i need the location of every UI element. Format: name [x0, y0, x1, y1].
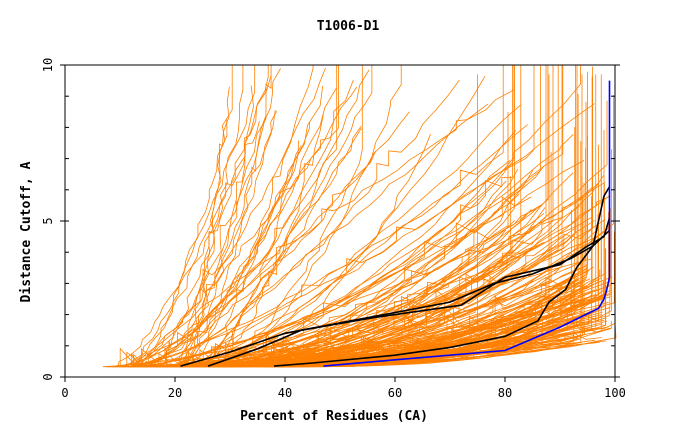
model-curve	[115, 111, 410, 368]
model-curve	[278, 276, 613, 368]
model-curve	[209, 145, 302, 367]
model-curve	[188, 86, 230, 368]
model-curve	[111, 65, 338, 368]
model-curve	[202, 68, 281, 367]
model-curve	[230, 65, 515, 368]
model-curve	[113, 65, 256, 368]
model-curve	[127, 65, 504, 368]
model-curve	[163, 100, 608, 367]
y-tick-label: 0	[41, 373, 55, 380]
model-curve	[197, 65, 513, 368]
model-curve	[136, 65, 233, 368]
x-tick-label: 100	[604, 386, 626, 400]
model-curve	[187, 126, 362, 368]
model-curve	[198, 326, 609, 368]
model-curve	[122, 134, 574, 368]
x-tick-label: 60	[388, 386, 402, 400]
model-curve	[134, 109, 276, 368]
x-axis-label: Percent of Residues (CA)	[240, 409, 428, 424]
model-curve	[190, 65, 576, 368]
y-tick-label: 5	[41, 217, 55, 224]
model-curve	[154, 79, 460, 368]
model-curve	[133, 87, 337, 368]
model-curve	[240, 165, 545, 368]
model-curve	[168, 75, 486, 368]
model-curves	[102, 65, 617, 368]
highlight-curve-2	[207, 217, 611, 367]
model-curve	[166, 104, 522, 367]
model-curve	[171, 65, 314, 368]
model-curve	[296, 332, 602, 368]
highlight-curve-3	[273, 186, 611, 367]
model-curve	[197, 266, 594, 368]
model-curve	[201, 66, 593, 368]
model-curve	[200, 114, 324, 368]
model-curve	[180, 103, 489, 368]
model-curve	[146, 301, 609, 368]
highlighted-curves	[180, 80, 611, 367]
model-curve	[131, 75, 272, 367]
model-curve	[172, 65, 272, 368]
model-curve	[105, 65, 559, 368]
model-curve	[151, 65, 269, 367]
model-curve	[112, 127, 362, 368]
model-curve	[230, 218, 606, 368]
x-tick-label: 20	[168, 386, 182, 400]
model-curve	[127, 121, 260, 367]
model-curve	[142, 196, 532, 368]
model-curve	[142, 65, 522, 368]
y-tick-label: 10	[41, 58, 55, 72]
x-tick-label: 80	[498, 386, 512, 400]
model-curve	[153, 288, 582, 368]
model-curve	[130, 103, 595, 368]
model-curve	[136, 65, 339, 368]
model-curve	[303, 292, 583, 368]
model-curve	[167, 65, 581, 368]
y-axis-label: Distance Cutoff, A	[19, 161, 34, 302]
model-curve	[189, 276, 539, 368]
model-curve	[172, 65, 244, 368]
highlight-curve-4	[323, 80, 611, 367]
model-curve	[132, 82, 515, 367]
highlight-curve-1	[180, 229, 611, 367]
axes: 0 20 40 60 80 100 0 5 10	[41, 58, 626, 400]
model-curve	[200, 69, 370, 367]
x-tick-label: 40	[278, 386, 292, 400]
x-tick-label: 0	[61, 386, 68, 400]
chart-title: T1006-D1	[317, 19, 380, 34]
model-curve	[173, 119, 228, 368]
model-curve	[206, 65, 363, 368]
